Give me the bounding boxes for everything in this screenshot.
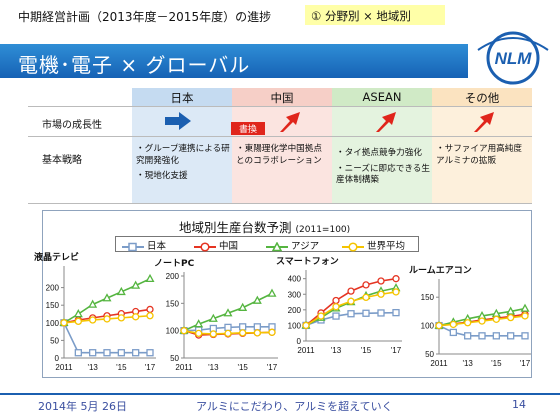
column-china-bg [232,88,332,204]
legend-item-asia: アジア [266,238,319,252]
strategy-item: ・ニーズに即応できる生産体制構築 [336,163,430,186]
strategy-japan: ・グループ連携による研究開発強化 ・現地化支援 [136,144,230,187]
row-label-growth: 市場の成長性 [42,120,102,131]
growth-arrow-up-icon [474,112,494,132]
strategy-asean: ・タイ拠点競争力強化 ・ニーズに即応できる生産体制構築 [336,148,430,191]
column-header-japan: 日本 [132,88,232,106]
growth-arrow-right-icon [165,112,191,130]
footer-date: 2014年 5月 26日 [38,400,127,413]
column-other-bg [432,88,532,204]
slide-title: 電機･電子 × グローバル [18,53,251,77]
footer-slogan: アルミにこだわり、アルミを超えていく [196,400,393,413]
column-header-china: 中国 [232,88,332,106]
legend-item-china: 中国 [194,238,238,252]
legend-label: 世界平均 [367,241,406,252]
chart-panel: 地域別生産台数予測 (2011=100) 日本 中国 アジア 世界平均 [42,210,532,378]
legend-item-world: 世界平均 [342,238,405,252]
column-asean-bg [332,88,432,204]
strategy-matrix: 日本 中国 ASEAN その他 市場の成長性 基本戦略 書換 ・グループ連携によ… [28,88,532,204]
logo-text: NLM [495,49,533,68]
strategy-item: ・現地化支援 [136,171,188,181]
chart-panel-title-note: (2011=100) [295,225,351,235]
strategy-item: ・タイ拠点競争力強化 [336,148,422,158]
column-header-other: その他 [432,88,532,106]
footer-divider [0,393,560,395]
legend-item-japan: 日本 [122,238,166,252]
chart-legend: 日本 中国 アジア 世界平均 [115,236,419,252]
row-divider [28,203,532,204]
growth-arrow-up-icon [376,112,396,132]
section-tag: ① 分野別 × 地域別 [305,5,445,25]
column-header-asean: ASEAN [332,88,432,106]
legend-label: アジア [291,241,320,252]
strategy-item: ・グループ連携による研究開発強化 [136,144,230,166]
strategy-china: ・東陽理化学中国拠点とのコラボレーション [236,144,330,171]
company-logo: NLM [477,31,549,85]
strategy-item: ・サファイア用高純度アルミナの拡販 [436,144,522,166]
strategy-other: ・サファイア用高純度アルミナの拡販 [436,144,530,171]
row-divider [28,106,532,107]
rewrite-badge: 書換 [231,122,265,135]
slide-subtitle: 中期経営計画（2013年度－2015年度）の進捗 [18,10,272,24]
chart-panel-title-text: 地域別生産台数予測 [179,220,292,235]
growth-arrow-up-icon [280,112,300,132]
column-japan-bg [132,88,232,204]
strategy-item: ・東陽理化学中国拠点とのコラボレーション [236,144,322,166]
row-label-strategy: 基本戦略 [42,155,82,166]
legend-label: 日本 [147,241,167,252]
page-number: 14 [512,398,526,411]
legend-label: 中国 [219,241,239,252]
slide-title-banner: 電機･電子 × グローバル [0,44,468,78]
chart-panel-title: 地域別生産台数予測 (2011=100) [179,217,350,236]
row-divider [28,136,532,137]
